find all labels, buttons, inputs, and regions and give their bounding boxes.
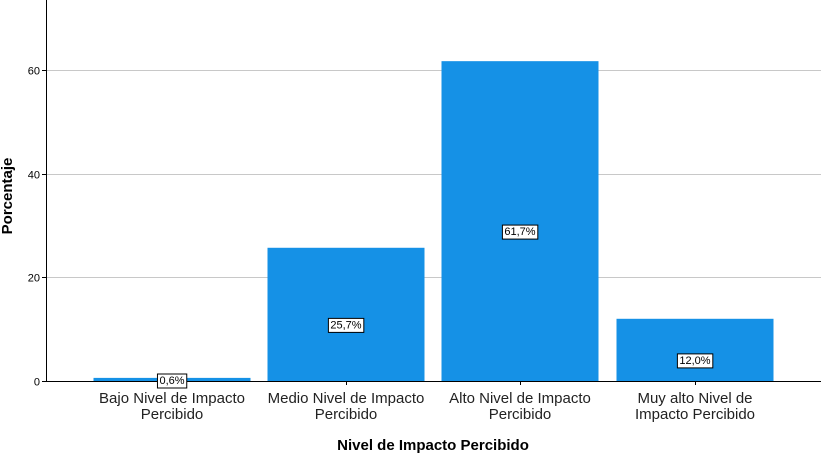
data-label: 12,0% [676, 353, 714, 369]
x-category-label: Percibido [141, 406, 204, 423]
y-tick-label: 40 [28, 170, 40, 182]
y-tick-label: 60 [28, 66, 40, 78]
x-category-label: Alto Nivel de Impacto [449, 390, 591, 407]
x-category-label: Percibido [489, 406, 552, 423]
y-axis-title: Porcentaje [0, 158, 16, 235]
x-axis-title: Nivel de Impacto Percibido [337, 437, 529, 454]
y-tick-label: 20 [28, 273, 40, 285]
data-label: 61,7% [501, 224, 539, 240]
x-category-label: Medio Nivel de Impacto [268, 390, 425, 407]
x-category-label: Percibido [315, 406, 378, 423]
data-label: 25,7% [327, 317, 365, 333]
data-label-box [156, 373, 188, 389]
x-category-label: Bajo Nivel de Impacto [99, 390, 245, 407]
data-label-text: 61,7% [504, 226, 535, 238]
bar [616, 318, 774, 381]
x-category-label: Impacto Percibido [635, 406, 755, 423]
data-label-box [501, 224, 539, 240]
data-label-box [676, 353, 714, 369]
data-label-text: 25,7% [330, 319, 361, 331]
y-tick-label: 0 [34, 377, 40, 389]
data-label-text: 12,0% [679, 355, 710, 367]
y-tick-labels: 0 20 40 60 [28, 66, 40, 389]
data-label: 0,6% [156, 373, 188, 389]
bars [93, 61, 774, 381]
bar [267, 247, 425, 381]
data-label-box [327, 317, 365, 333]
data-label-text: 0,6% [159, 375, 184, 387]
grid-lines [46, 70, 821, 278]
data-labels: 0,6% 25,7% 61,7% 12,0% [156, 224, 714, 389]
bar [441, 61, 599, 381]
x-category-label: Muy alto Nivel de [637, 390, 752, 407]
